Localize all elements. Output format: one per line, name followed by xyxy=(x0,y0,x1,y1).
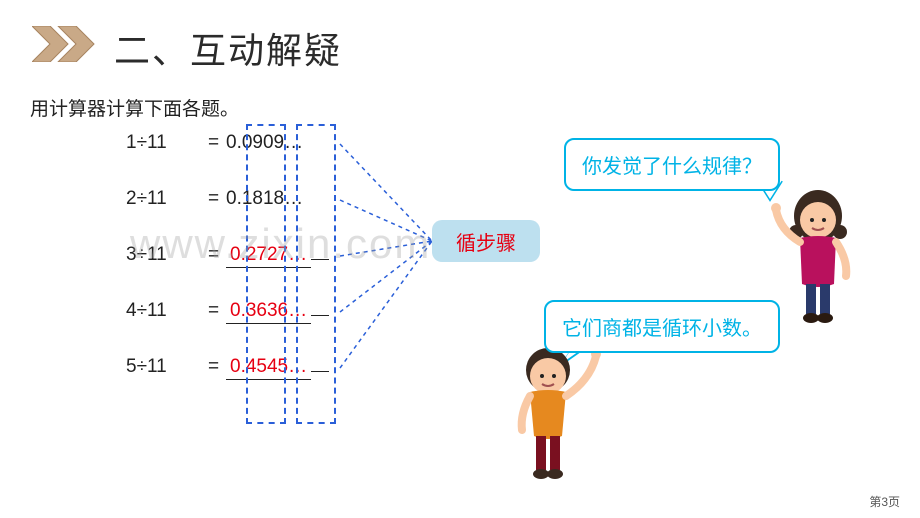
highlight-box xyxy=(296,124,336,424)
highlight-box xyxy=(246,124,286,424)
bubble-text: 你发觉了什么规律？ xyxy=(582,156,762,178)
page-number: 第3页 xyxy=(869,493,900,510)
equation-lhs: 1÷11 xyxy=(126,132,208,154)
equals-sign: = xyxy=(208,300,226,322)
equation-lhs: 2÷11 xyxy=(126,188,208,210)
equation-lhs: 3÷11 xyxy=(126,244,208,266)
instruction-text: 用计算器计算下面各题。 xyxy=(30,94,239,121)
speech-bubble-answer: 它们商都是循环小数。 xyxy=(544,300,780,353)
equals-sign: = xyxy=(208,132,226,154)
cartoon-boy-icon xyxy=(478,336,608,511)
center-label: 循步骤 xyxy=(432,220,540,262)
equals-sign: = xyxy=(208,188,226,210)
speech-bubble-question: 你发觉了什么规律？ xyxy=(564,138,780,191)
center-label-text: 循步骤 xyxy=(456,227,516,256)
bubble-text: 它们商都是循环小数。 xyxy=(562,318,762,340)
equation-lhs: 4÷11 xyxy=(126,300,208,322)
section-title: 二、互动解疑 xyxy=(114,22,342,74)
equals-sign: = xyxy=(208,356,226,378)
equation-lhs: 5÷11 xyxy=(126,356,208,378)
cartoon-girl-icon xyxy=(770,180,880,345)
section-chevrons-icon xyxy=(32,26,108,67)
equals-sign: = xyxy=(208,244,226,266)
